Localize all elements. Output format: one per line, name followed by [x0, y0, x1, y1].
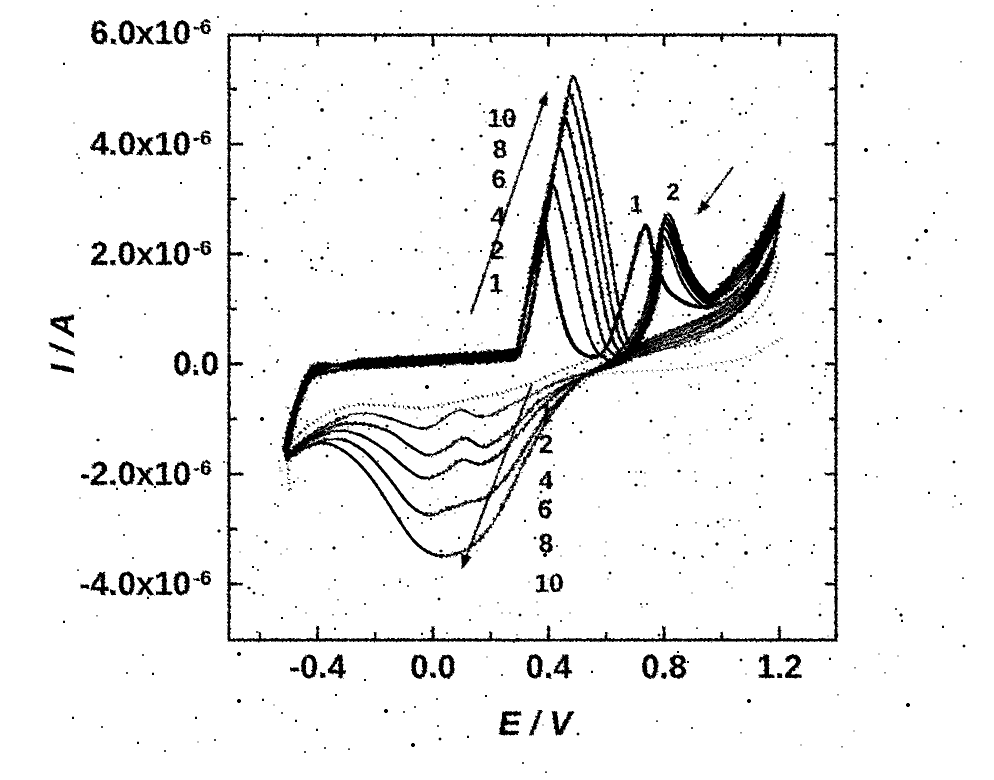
svg-text:-6: -6 — [193, 237, 212, 260]
svg-text:-0.4: -0.4 — [289, 648, 347, 685]
svg-text:6: 6 — [492, 164, 506, 194]
svg-text:-2.0x10: -2.0x10 — [79, 455, 191, 492]
svg-text:4.0x10: 4.0x10 — [90, 125, 191, 162]
svg-text:-6: -6 — [193, 127, 212, 150]
svg-text:2.0x10: 2.0x10 — [90, 235, 191, 272]
svg-text:0.4: 0.4 — [526, 648, 573, 685]
svg-text:-4.0x10: -4.0x10 — [79, 565, 191, 602]
svg-text:-6: -6 — [193, 16, 212, 39]
svg-text:10: 10 — [488, 103, 517, 133]
svg-text:2: 2 — [666, 179, 679, 206]
svg-text:1: 1 — [539, 398, 553, 428]
svg-text:1: 1 — [629, 191, 642, 218]
svg-text:-6: -6 — [193, 567, 212, 590]
svg-text:8: 8 — [493, 134, 507, 164]
svg-text:4: 4 — [539, 465, 554, 495]
svg-text:2: 2 — [490, 235, 504, 265]
svg-text:2: 2 — [539, 429, 553, 459]
svg-text:10: 10 — [535, 568, 564, 598]
svg-text:-6: -6 — [193, 457, 212, 480]
svg-text:1: 1 — [489, 268, 503, 298]
svg-text:0.8: 0.8 — [641, 648, 687, 685]
svg-text:1.2: 1.2 — [757, 648, 803, 685]
svg-text:I / A: I / A — [44, 312, 82, 373]
svg-text:0.0: 0.0 — [410, 648, 456, 685]
svg-text:0.0: 0.0 — [173, 345, 219, 382]
svg-text:8: 8 — [539, 528, 553, 558]
svg-text:6: 6 — [538, 494, 552, 524]
svg-text:6.0x10: 6.0x10 — [90, 14, 191, 51]
svg-text:E / V: E / V — [498, 705, 575, 743]
